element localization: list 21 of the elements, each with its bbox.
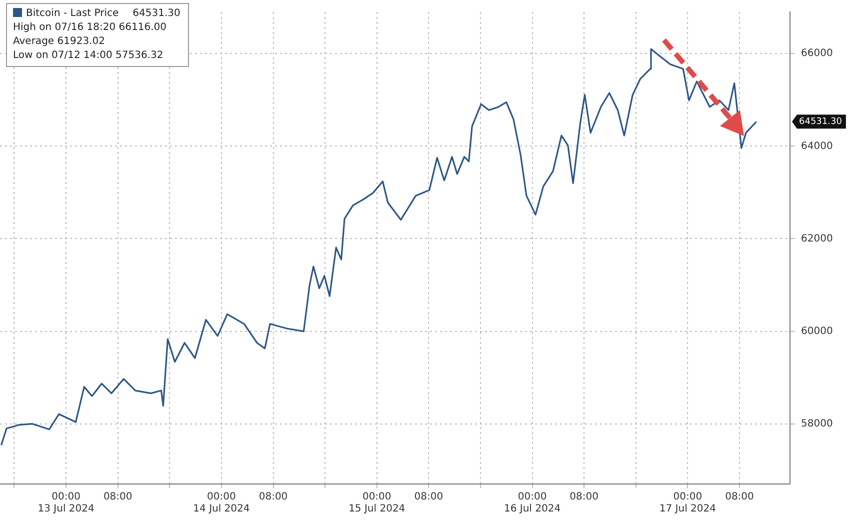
- x-tick-label: 08:00: [103, 492, 132, 503]
- x-tick-label: 00:00 15 Jul 2024: [348, 492, 406, 515]
- x-tick-label: 00:00 13 Jul 2024: [38, 492, 94, 515]
- x-tick-label: 00:00 17 Jul 2024: [659, 492, 716, 515]
- y-tick-label: 62000: [801, 233, 833, 244]
- x-tick-label: 08:00: [414, 492, 444, 503]
- y-tick-label: 58000: [801, 418, 833, 430]
- y-tick-label: 66000: [801, 48, 833, 60]
- y-tick-label: 64000: [801, 140, 833, 152]
- x-tick-label: 00:00 14 Jul 2024: [193, 492, 250, 515]
- annotation: Low on 07/12 14:00 57536.32: [13, 49, 164, 63]
- x-tick-label: 08:00: [258, 492, 288, 503]
- legend-label: Bitcoin - Last Price: [25, 7, 119, 21]
- text: 64531.30: [799, 117, 842, 128]
- x-tick-label: 08:00: [725, 492, 754, 503]
- x-tick-label: 08:00: [570, 492, 598, 503]
- x-tick-label: 00:00 16 Jul 2024: [504, 492, 561, 515]
- annotation: High on 07/16 18:20 66116.00: [13, 21, 168, 35]
- annotation: 64531.30: [132, 7, 180, 21]
- y-tick-label: 60000: [801, 326, 833, 337]
- annotation: Average 61923.02: [13, 35, 106, 49]
